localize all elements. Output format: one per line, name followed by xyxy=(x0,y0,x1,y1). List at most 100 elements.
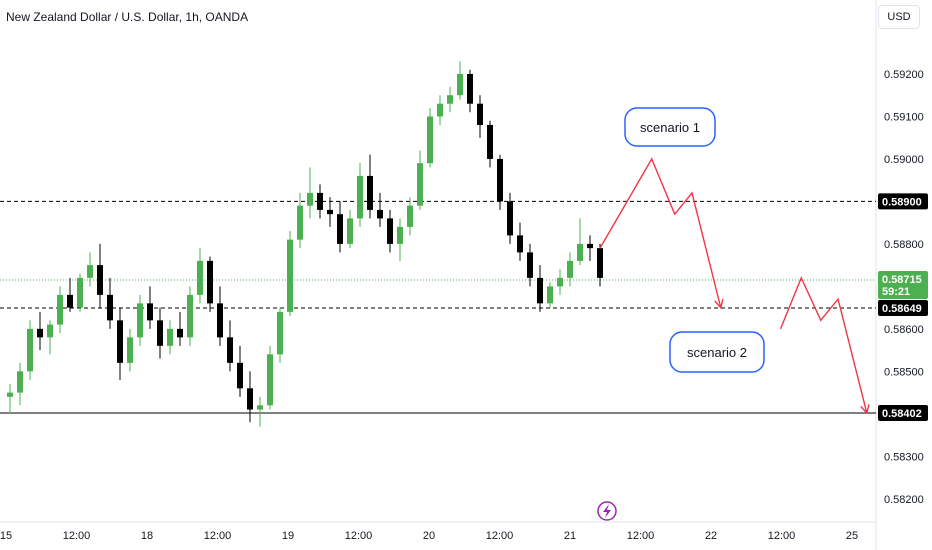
x-tick-label: 12:00 xyxy=(486,530,514,542)
candle-body xyxy=(447,95,453,104)
level-price-tag xyxy=(878,193,928,210)
candle-body xyxy=(347,218,353,244)
y-tick-label: 0.58500 xyxy=(884,366,924,378)
x-tick-label: 20 xyxy=(423,530,435,542)
x-tick-label: 21 xyxy=(564,530,576,542)
x-tick-label: 12:00 xyxy=(627,530,655,542)
candle-body xyxy=(457,73,463,96)
candle-body xyxy=(137,303,143,338)
level-price-tag xyxy=(878,404,928,421)
y-tick-label: 0.58800 xyxy=(884,239,924,251)
level-price-label: 0.58649 xyxy=(882,303,922,315)
candle-body xyxy=(507,201,513,236)
candle-body xyxy=(237,362,243,389)
y-tick-label: 0.59000 xyxy=(884,154,924,166)
candle-body xyxy=(227,337,233,363)
candle-body xyxy=(177,328,183,338)
candle-body xyxy=(307,192,313,206)
level-price-tag xyxy=(878,300,928,317)
currency-button[interactable]: USD xyxy=(878,5,920,29)
scenario-callout-label: scenario 2 xyxy=(687,345,747,360)
chart-title: New Zealand Dollar / U.S. Dollar, 1h, OA… xyxy=(6,10,249,24)
x-tick-label: 18 xyxy=(141,530,153,542)
bar-countdown-label: 59:21 xyxy=(882,286,910,298)
scenario-callout-box[interactable] xyxy=(624,107,716,147)
candle-body xyxy=(37,328,43,338)
candle-body xyxy=(337,214,343,244)
candle-body xyxy=(417,163,423,206)
candle-body xyxy=(527,252,533,278)
candle-body xyxy=(157,320,163,346)
candle-body xyxy=(97,265,103,295)
candle-body xyxy=(577,243,583,261)
y-tick-label: 0.58600 xyxy=(884,324,924,336)
candle-body xyxy=(587,243,593,249)
y-tick-label: 0.58200 xyxy=(884,494,924,506)
x-tick-label: 12:00 xyxy=(204,530,232,542)
x-tick-label: 25 xyxy=(846,530,858,542)
candle-body xyxy=(47,324,53,338)
scenario-projection-line xyxy=(779,276,868,414)
candle-body xyxy=(357,175,363,219)
candle-body xyxy=(327,209,333,215)
candle-body xyxy=(17,371,23,393)
candle-body xyxy=(427,116,433,164)
candle-body xyxy=(517,235,523,253)
candle-body xyxy=(7,392,13,397)
candle-body xyxy=(197,260,203,295)
current-price-tag xyxy=(878,271,928,299)
candle-body xyxy=(167,328,173,346)
candle-body xyxy=(497,158,503,202)
y-tick-label: 0.58300 xyxy=(884,451,924,463)
candle-body xyxy=(267,354,273,406)
scenario-callout-box[interactable] xyxy=(669,331,765,373)
x-tick-label: 15 xyxy=(0,530,12,542)
candle-body xyxy=(317,192,323,210)
candle-body xyxy=(537,277,543,304)
candle-body xyxy=(287,239,293,312)
scenario-arrowhead xyxy=(714,298,724,310)
x-tick-label: 12:00 xyxy=(63,530,91,542)
candle-body xyxy=(387,218,393,244)
x-tick-label: 12:00 xyxy=(345,530,373,542)
level-price-label: 0.58900 xyxy=(882,196,922,208)
candle-body xyxy=(547,286,553,304)
candle-body xyxy=(27,328,33,372)
candle-body xyxy=(207,260,213,304)
lightning-glyph-icon xyxy=(603,504,611,518)
candle-body xyxy=(467,73,473,104)
current-price-label: 0.58715 xyxy=(882,274,922,286)
candle-body xyxy=(117,320,123,363)
candle-body xyxy=(477,103,483,125)
candle-body xyxy=(257,405,263,410)
scenario-projection-line xyxy=(599,157,722,308)
candle-body xyxy=(67,294,73,308)
candle-body xyxy=(247,388,253,410)
candle-body xyxy=(407,205,413,227)
candle-body xyxy=(557,277,563,287)
candle-body xyxy=(567,260,573,278)
candle-body xyxy=(487,124,493,159)
candle-body xyxy=(377,209,383,219)
candle-body xyxy=(217,303,223,338)
candle-body xyxy=(187,294,193,338)
candle-body xyxy=(367,175,373,210)
y-tick-label: 0.59100 xyxy=(884,111,924,123)
scenario-arrowhead xyxy=(860,404,870,415)
candle-body xyxy=(127,337,133,363)
candle-body xyxy=(297,205,303,240)
candle-body xyxy=(57,294,63,325)
candle-body xyxy=(77,277,83,308)
level-price-label: 0.58402 xyxy=(882,408,922,420)
candle-body xyxy=(597,248,603,278)
candle-body xyxy=(277,311,283,355)
x-tick-label: 19 xyxy=(282,530,294,542)
candle-body xyxy=(87,265,93,278)
x-tick-label: 12:00 xyxy=(768,530,796,542)
candle-body xyxy=(107,294,113,321)
y-tick-label: 0.59200 xyxy=(884,69,924,81)
x-tick-label: 22 xyxy=(705,530,717,542)
candle-body xyxy=(147,303,153,321)
scenario-callout-label: scenario 1 xyxy=(640,120,700,135)
